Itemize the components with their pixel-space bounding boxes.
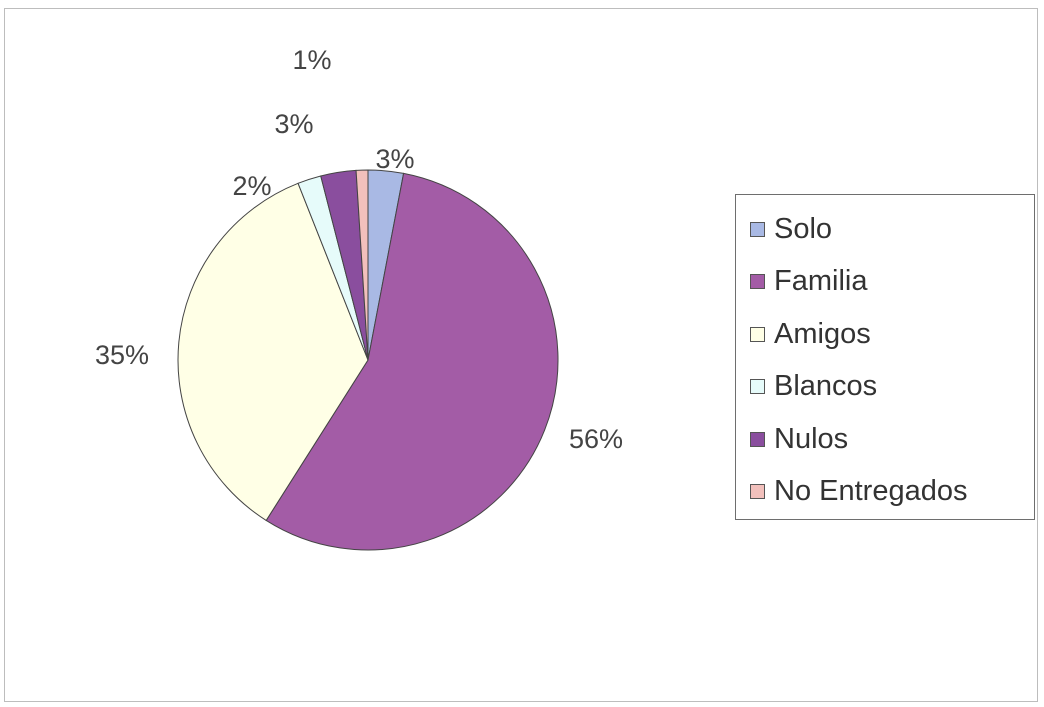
legend-swatch-no-entregados	[750, 484, 765, 500]
data-label-nulos: 3%	[274, 109, 313, 139]
legend-swatch-familia	[750, 274, 765, 290]
legend-label-nulos: Nulos	[774, 422, 849, 455]
legend-label-no-entregados: No Entregados	[774, 475, 968, 508]
data-label-familia: 56%	[569, 424, 623, 454]
legend-swatch-solo	[750, 221, 765, 237]
data-label-blancos: 2%	[232, 171, 271, 201]
data-label-solo: 3%	[375, 144, 414, 174]
legend-item-solo: Solo	[750, 203, 1034, 256]
legend-label-blancos: Blancos	[774, 370, 878, 403]
legend: Solo Familia Amigos Blancos Nulos No Entregad…	[735, 194, 1035, 520]
legend-swatch-blancos	[750, 379, 765, 395]
pie-slice-amigos	[177, 182, 369, 522]
legend-item-familia: Familia	[750, 256, 1034, 309]
legend-item-amigos: Amigos	[750, 308, 1034, 361]
legend-label-solo: Solo	[774, 212, 833, 245]
pie-slice-familia	[265, 172, 559, 551]
data-label-no-entregados: 1%	[292, 45, 331, 75]
legend-item-blancos: Blancos	[750, 361, 1034, 414]
pie-slice-no-entregados	[355, 169, 369, 361]
legend-label-familia: Familia	[774, 265, 868, 298]
legend-swatch-amigos	[750, 326, 765, 342]
data-label-amigos: 35%	[95, 340, 149, 370]
legend-item-nulos: Nulos	[750, 413, 1034, 466]
legend-item-no-entregados: No Entregados	[750, 466, 1034, 519]
legend-swatch-nulos	[750, 431, 765, 447]
legend-label-amigos: Amigos	[774, 317, 871, 350]
